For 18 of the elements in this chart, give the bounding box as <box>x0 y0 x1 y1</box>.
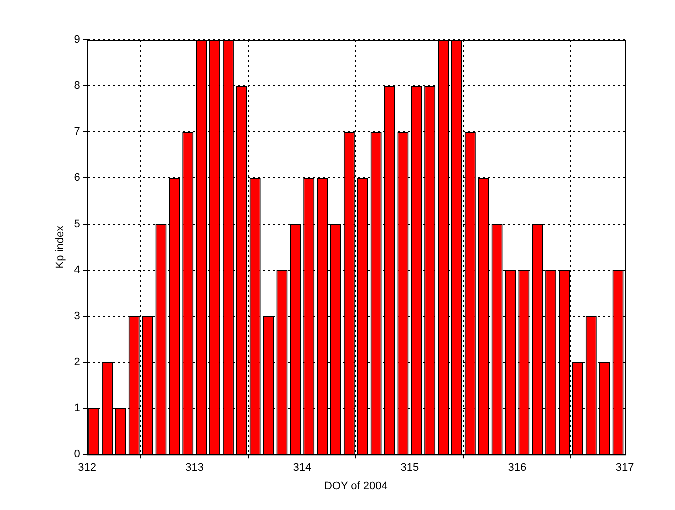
y-tick-label: 2 <box>74 356 80 368</box>
y-tick-label: 6 <box>74 172 80 184</box>
y-tick-label: 5 <box>74 218 80 230</box>
x-axis-title: DOY of 2004 <box>324 480 388 492</box>
y-tick-label: 0 <box>74 448 80 461</box>
x-tick-label: 316 <box>508 462 527 474</box>
x-tick-label: 315 <box>400 462 420 474</box>
x-tick-label: 312 <box>78 462 96 474</box>
y-tick-label: 9 <box>74 34 80 46</box>
y-tick-label: 8 <box>74 80 80 92</box>
x-tick-label: 314 <box>293 462 312 474</box>
y-tick-label: 7 <box>74 126 80 138</box>
y-axis-title: Kp index <box>54 225 67 269</box>
y-tick-label: 4 <box>74 264 80 276</box>
x-tick-label: 317 <box>616 462 634 474</box>
y-tick-label: 3 <box>74 310 80 322</box>
x-tick-label: 313 <box>186 462 204 474</box>
y-tick-label: 1 <box>74 402 80 415</box>
